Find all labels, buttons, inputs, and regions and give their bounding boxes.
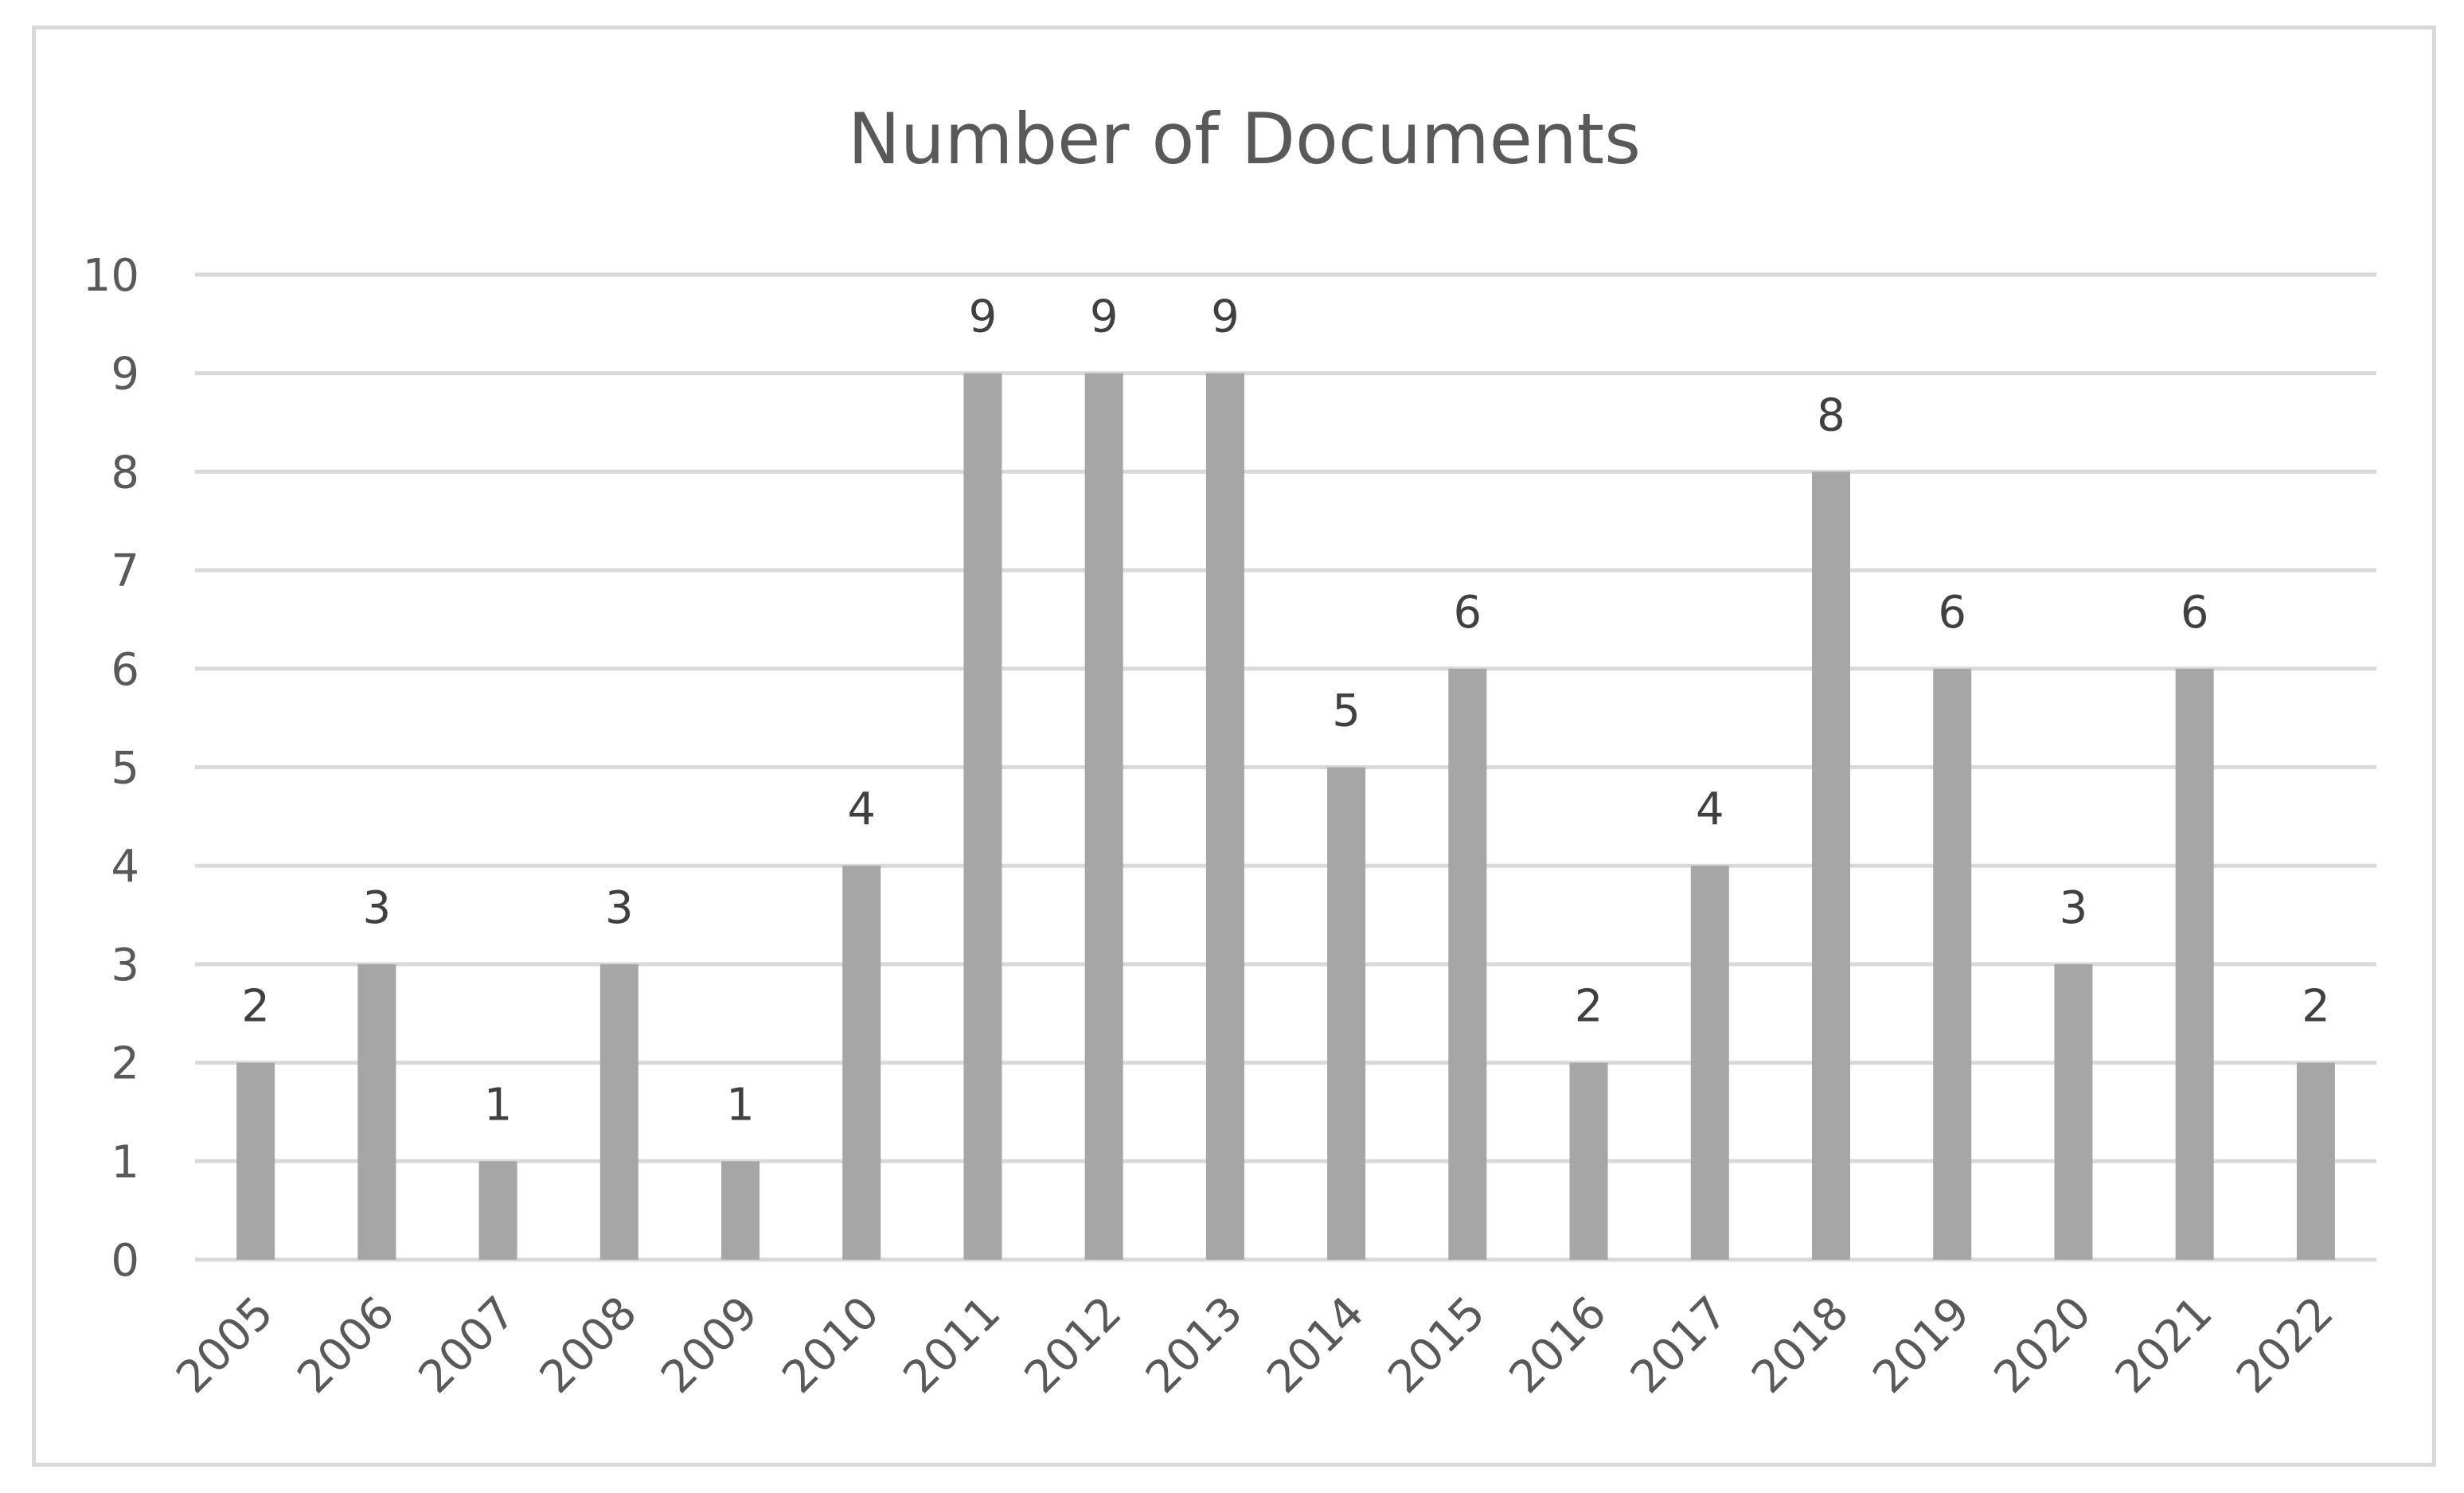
y-tick-label: 5 <box>111 743 139 795</box>
bar-2007 <box>478 1161 517 1260</box>
y-tick-label: 1 <box>111 1136 139 1188</box>
bar-2019 <box>1933 668 1972 1260</box>
data-label-2005: 2 <box>241 981 270 1033</box>
y-tick-label: 9 <box>111 349 139 401</box>
x-tick-label-2020: 2020 <box>1985 1287 2102 1404</box>
data-label-2007: 1 <box>484 1079 513 1131</box>
data-label-2008: 3 <box>605 882 634 934</box>
data-label-2021: 6 <box>2181 587 2209 639</box>
x-tick-label-2015: 2015 <box>1378 1287 1495 1404</box>
data-label-2009: 1 <box>726 1079 755 1131</box>
bar-2014 <box>1327 767 1366 1260</box>
bar-2005 <box>236 1062 275 1260</box>
y-tick-label: 6 <box>111 644 139 696</box>
bar-2008 <box>599 963 638 1260</box>
bar-2009 <box>721 1161 760 1260</box>
x-tick-label-2006: 2006 <box>287 1287 404 1404</box>
data-label-2014: 5 <box>1332 686 1361 737</box>
bar-2010 <box>842 866 881 1260</box>
bar-2021 <box>2175 668 2214 1260</box>
bar-2022 <box>2296 1062 2335 1260</box>
x-tick-label-2011: 2011 <box>894 1287 1011 1404</box>
bar-2018 <box>1812 471 1850 1260</box>
y-tick-label: 7 <box>111 545 139 597</box>
y-tick-label: 0 <box>111 1235 139 1287</box>
x-tick-label-2007: 2007 <box>409 1287 526 1404</box>
x-tick-label-2018: 2018 <box>1742 1287 1859 1404</box>
y-tick-label: 8 <box>111 447 139 498</box>
bar-2011 <box>963 373 1002 1260</box>
y-tick-label: 3 <box>111 940 139 991</box>
x-tick-label-2014: 2014 <box>1257 1287 1374 1404</box>
x-tick-label-2008: 2008 <box>530 1287 647 1404</box>
y-tick-label: 2 <box>111 1038 139 1090</box>
data-label-2013: 9 <box>1211 291 1240 343</box>
data-labels: 2 3 1 3 1 4 9 9 9 5 6 2 4 8 6 3 6 2 <box>241 291 2329 1131</box>
data-label-2012: 9 <box>1090 291 1119 343</box>
x-tick-label-2005: 2005 <box>166 1287 283 1404</box>
bar-2012 <box>1084 373 1123 1260</box>
x-tick-label-2013: 2013 <box>1136 1287 1253 1404</box>
x-tick-label-2019: 2019 <box>1863 1287 1980 1404</box>
data-label-2020: 3 <box>2060 882 2088 934</box>
bar-2006 <box>357 963 396 1260</box>
bar-2020 <box>2054 963 2093 1260</box>
x-tick-label-2022: 2022 <box>2227 1287 2344 1404</box>
bar-2016 <box>1569 1062 1608 1260</box>
y-tick-label: 4 <box>111 841 139 893</box>
x-tick-label-2021: 2021 <box>2106 1287 2223 1404</box>
data-label-2006: 3 <box>363 882 392 934</box>
chart-title: Number of Documents <box>848 98 1641 180</box>
bars <box>236 373 2335 1260</box>
data-label-2015: 6 <box>1454 587 1482 639</box>
x-axis-tick-labels: 2005 2006 2007 2008 2009 2010 2011 2012 2013 2014… <box>166 1287 2344 1404</box>
y-axis-tick-labels: 0 1 2 3 4 5 6 7 8 9 10 <box>83 250 139 1287</box>
data-label-2011: 9 <box>969 291 998 343</box>
x-tick-label-2016: 2016 <box>1500 1287 1617 1404</box>
gridlines <box>195 272 2376 1262</box>
data-label-2017: 4 <box>1696 784 1724 835</box>
bar-2017 <box>1690 866 1729 1260</box>
data-label-2022: 2 <box>2302 981 2330 1033</box>
x-tick-label-2012: 2012 <box>1015 1287 1132 1404</box>
data-label-2019: 6 <box>1938 587 1966 639</box>
x-tick-label-2017: 2017 <box>1621 1287 1738 1404</box>
data-label-2010: 4 <box>847 784 876 835</box>
data-label-2018: 8 <box>1817 389 1845 441</box>
x-tick-label-2009: 2009 <box>651 1287 768 1404</box>
bar-2013 <box>1205 373 1244 1260</box>
data-label-2016: 2 <box>1575 981 1603 1033</box>
y-tick-label: 10 <box>83 250 139 302</box>
x-tick-label-2010: 2010 <box>772 1287 889 1404</box>
bar-2015 <box>1448 668 1487 1260</box>
